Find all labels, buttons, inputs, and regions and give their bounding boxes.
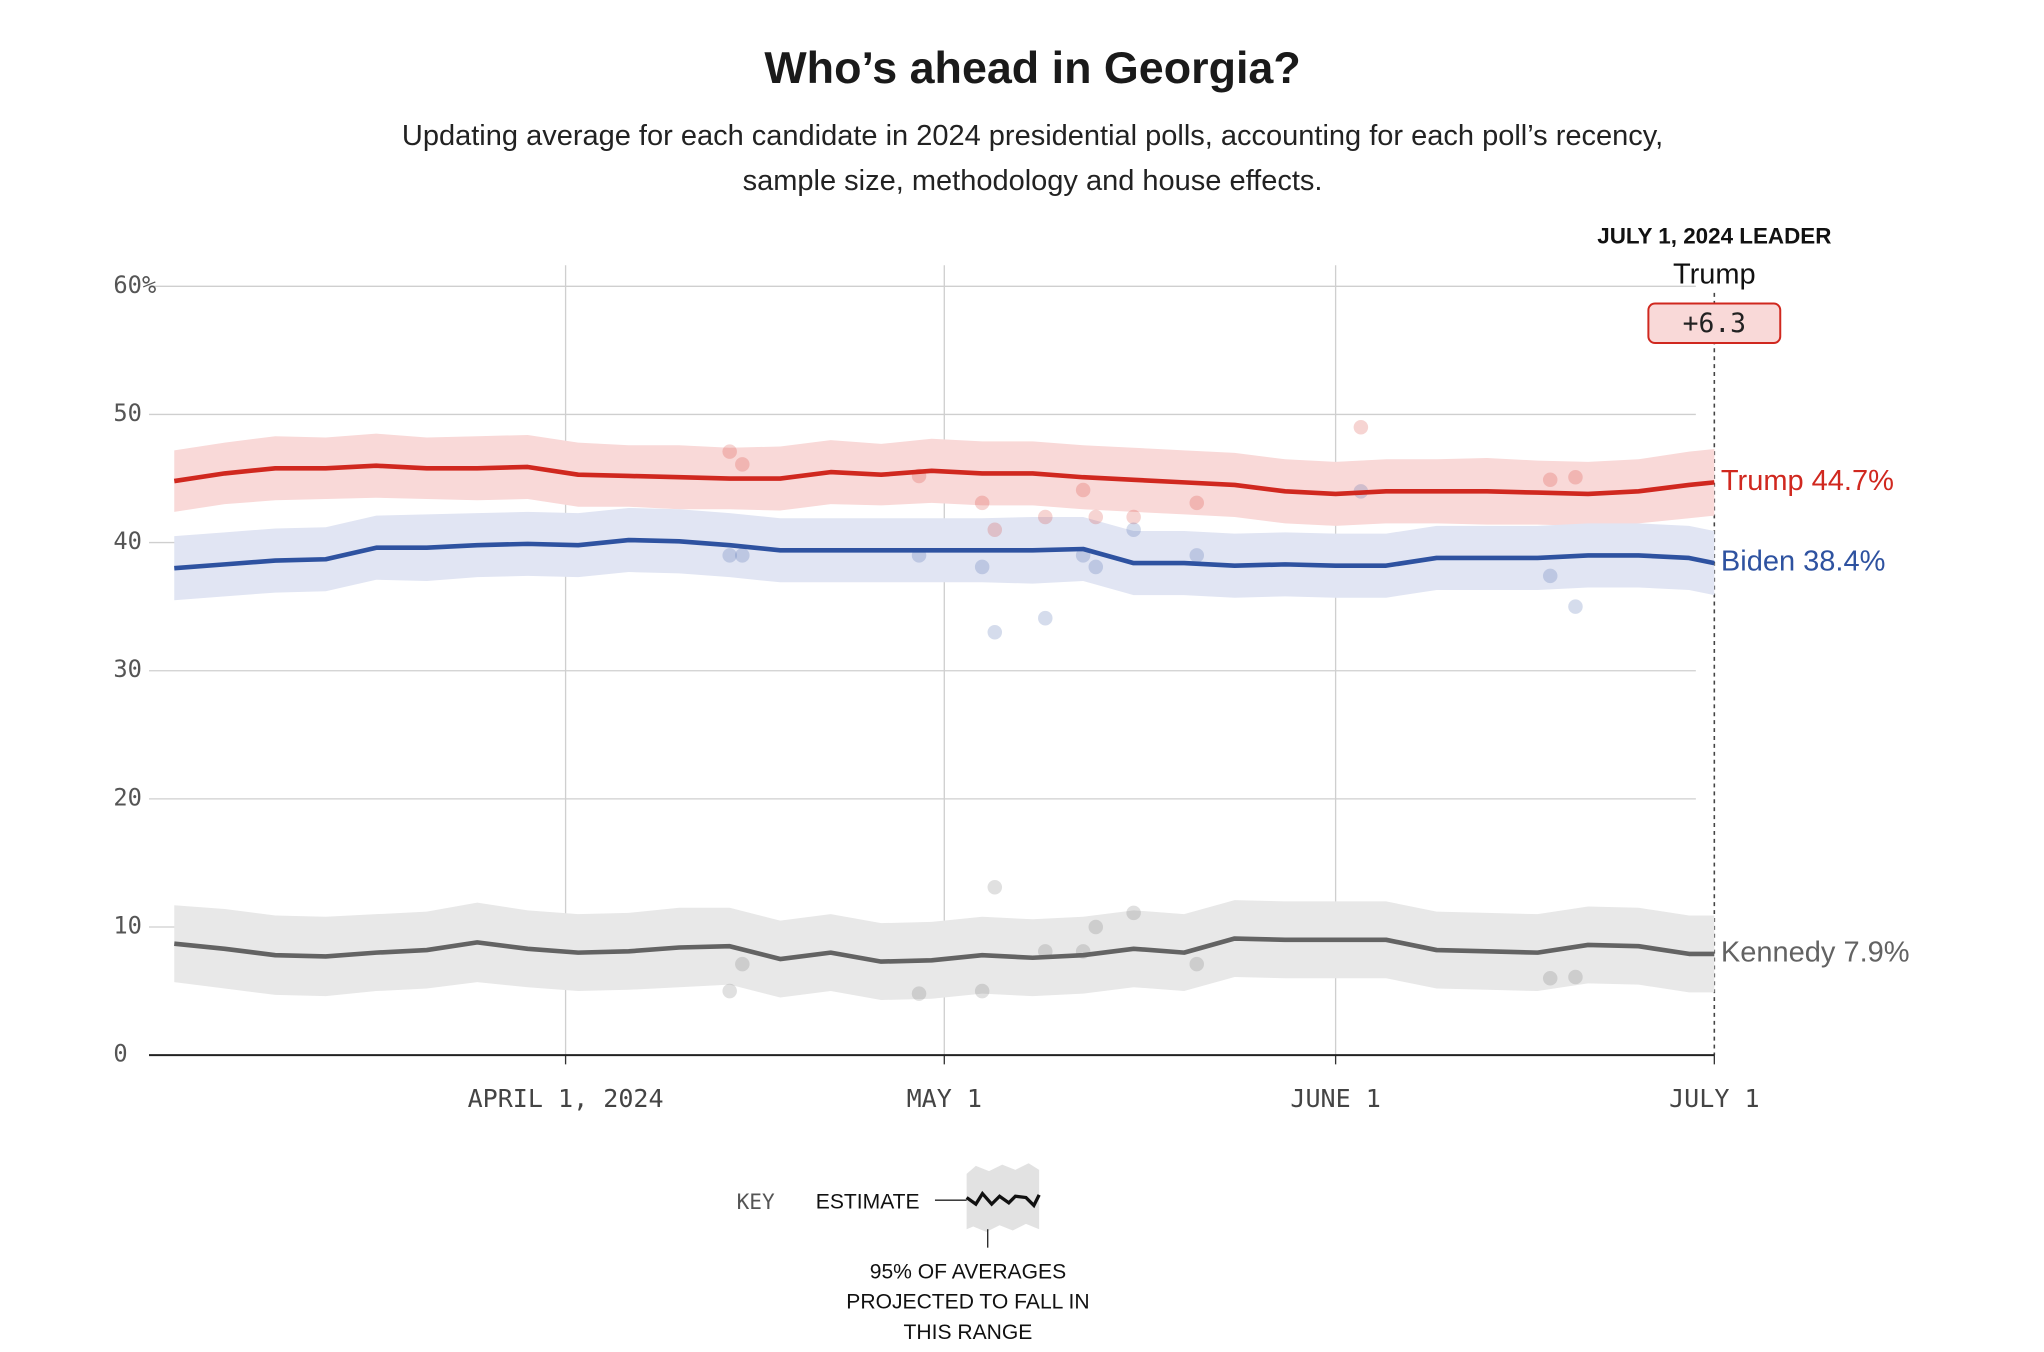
poll-dot [974,983,990,999]
leader-badge [1647,302,1782,345]
poll-dot [1126,522,1141,538]
poll-dot [722,983,737,999]
poll-dot [1189,548,1205,563]
poll-dot [1088,919,1104,935]
poll-dot [735,457,750,472]
estimate-line [173,463,1715,497]
poll-dot [1353,420,1369,435]
poll-dot [1542,472,1558,488]
poll-dot [974,559,990,575]
poll-dot [911,986,927,1001]
y-tick-label: 10 [113,911,142,939]
key-estimate: ESTIMATE [816,1190,920,1213]
key-line [965,1190,1041,1209]
poll-dot [974,495,990,511]
estimate-line [174,936,1715,964]
poll-dot [1038,610,1053,626]
poll-dot [987,625,1003,640]
poll-dot [1568,469,1583,485]
poll-dot [1126,509,1141,525]
poll-dot [735,956,750,972]
leader-heading: JULY 1, 2024 LEADER [1597,223,1831,248]
y-tick-label: 0 [113,1040,127,1068]
poll-dot [722,548,737,563]
chart-title: Who’s ahead in Georgia? [764,42,1300,93]
poll-dot [1189,956,1205,972]
confidence-band [174,900,1715,1001]
key-title: KEY [737,1189,775,1214]
poll-dot [1568,969,1583,985]
key-note: 95% OF AVERAGES [870,1260,1066,1283]
x-tick-label: JULY 1 [1669,1084,1759,1113]
confidence-band [174,433,1715,526]
poll-dot [987,880,1003,895]
estimate-line [174,537,1715,571]
y-tick-label: 30 [113,655,142,683]
chart-subtitle: sample size, methodology and house effec… [743,165,1323,197]
end-label: Kennedy 7.9% [1721,937,1910,969]
leader-name: Trump [1673,258,1756,290]
poll-dot [1568,599,1583,614]
chart-subtitle: Updating average for each candidate in 2… [402,120,1663,152]
poll-dot [1189,495,1205,511]
poll-dot [1542,568,1558,584]
poll-dot [1542,970,1558,986]
confidence-band [174,507,1715,601]
poll-dot [1075,482,1091,498]
key-note: PROJECTED TO FALL IN [846,1291,1089,1314]
poll-dot [987,522,1003,538]
y-tick-label: 40 [113,527,142,555]
end-label: Biden 38.4% [1721,546,1885,578]
key-note: THIS RANGE [904,1321,1033,1344]
leader-margin: +6.3 [1683,309,1746,339]
y-tick-label: 60% [113,271,156,299]
poll-dot [1088,509,1104,525]
x-tick-label: MAY 1 [907,1084,982,1113]
poll-dot [722,444,737,459]
end-label: Trump 44.7% [1721,465,1894,497]
poll-dot [1088,559,1104,575]
y-tick-label: 20 [113,783,142,811]
key-graphic [934,1163,1041,1248]
x-tick-label: JUNE 1 [1290,1084,1380,1113]
x-tick-label: APRIL 1, 2024 [468,1084,664,1113]
poll-dot [1038,509,1053,525]
poll-dot [1126,905,1141,921]
y-tick-label: 50 [113,399,142,427]
poll-dot [735,548,750,563]
